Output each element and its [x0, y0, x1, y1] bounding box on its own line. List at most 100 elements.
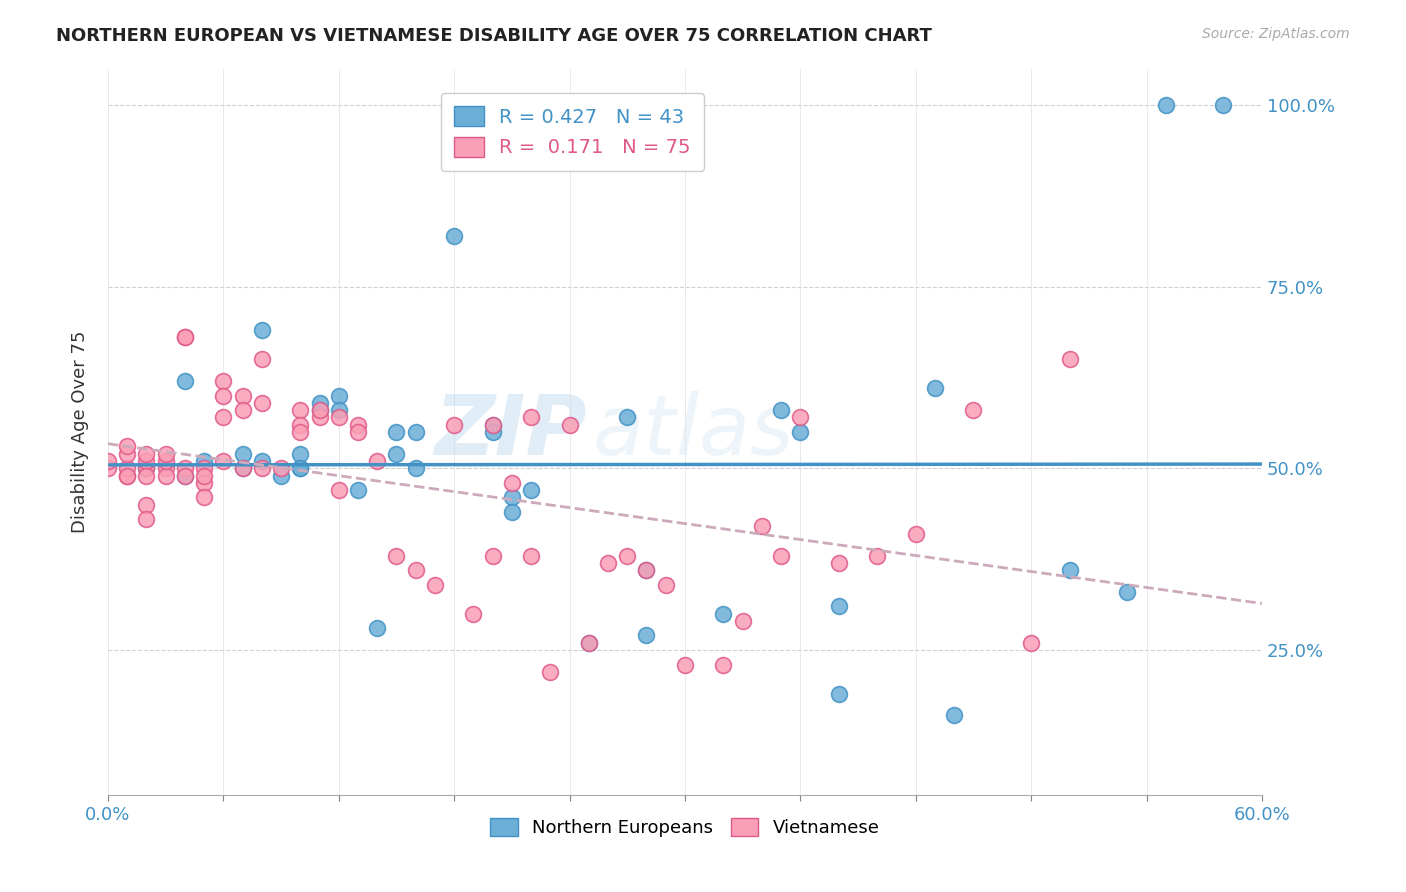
Point: [232, 447, 254, 461]
Text: atlas: atlas: [593, 392, 794, 473]
Point: [174, 461, 197, 475]
Point: [193, 491, 215, 505]
Point: [308, 403, 330, 417]
Point: [174, 468, 197, 483]
Point: [405, 563, 427, 577]
Point: [174, 330, 197, 344]
Point: [250, 352, 273, 367]
Point: [347, 483, 370, 497]
Point: [616, 410, 638, 425]
Point: [290, 461, 312, 475]
Point: [904, 526, 927, 541]
Point: [250, 396, 273, 410]
Point: [501, 475, 523, 490]
Text: NORTHERN EUROPEAN VS VIETNAMESE DISABILITY AGE OVER 75 CORRELATION CHART: NORTHERN EUROPEAN VS VIETNAMESE DISABILI…: [56, 27, 932, 45]
Y-axis label: Disability Age Over 75: Disability Age Over 75: [72, 331, 89, 533]
Point: [828, 599, 851, 614]
Point: [193, 475, 215, 490]
Point: [673, 657, 696, 672]
Point: [866, 549, 889, 563]
Point: [328, 389, 350, 403]
Point: [520, 483, 543, 497]
Point: [115, 468, 138, 483]
Point: [232, 403, 254, 417]
Point: [596, 556, 619, 570]
Point: [443, 228, 465, 243]
Point: [232, 389, 254, 403]
Point: [481, 425, 503, 439]
Point: [347, 425, 370, 439]
Point: [828, 687, 851, 701]
Point: [423, 577, 446, 591]
Point: [578, 636, 600, 650]
Point: [155, 447, 177, 461]
Point: [751, 519, 773, 533]
Point: [636, 563, 658, 577]
Point: [193, 454, 215, 468]
Point: [713, 657, 735, 672]
Point: [193, 468, 215, 483]
Point: [328, 410, 350, 425]
Point: [501, 491, 523, 505]
Point: [155, 461, 177, 475]
Point: [135, 461, 157, 475]
Point: [212, 454, 235, 468]
Point: [731, 614, 754, 628]
Point: [713, 607, 735, 621]
Point: [135, 454, 157, 468]
Point: [924, 381, 946, 395]
Point: [481, 417, 503, 432]
Point: [538, 665, 561, 679]
Point: [1059, 352, 1081, 367]
Point: [135, 468, 157, 483]
Point: [308, 396, 330, 410]
Point: [290, 403, 312, 417]
Point: [1019, 636, 1042, 650]
Point: [789, 410, 811, 425]
Point: [212, 389, 235, 403]
Point: [481, 417, 503, 432]
Point: [135, 447, 157, 461]
Point: [328, 403, 350, 417]
Point: [405, 425, 427, 439]
Point: [962, 403, 984, 417]
Point: [501, 505, 523, 519]
Point: [270, 461, 292, 475]
Point: [405, 461, 427, 475]
Point: [155, 468, 177, 483]
Point: [250, 461, 273, 475]
Legend: Northern Europeans, Vietnamese: Northern Europeans, Vietnamese: [484, 811, 887, 845]
Point: [115, 447, 138, 461]
Point: [520, 549, 543, 563]
Point: [578, 636, 600, 650]
Point: [290, 417, 312, 432]
Point: [366, 454, 388, 468]
Point: [250, 454, 273, 468]
Point: [115, 468, 138, 483]
Point: [97, 454, 120, 468]
Point: [520, 410, 543, 425]
Point: [115, 440, 138, 454]
Point: [135, 498, 157, 512]
Point: [463, 607, 485, 621]
Text: ZIP: ZIP: [434, 392, 586, 473]
Point: [558, 417, 581, 432]
Point: [290, 461, 312, 475]
Point: [1116, 585, 1139, 599]
Point: [770, 403, 793, 417]
Point: [347, 417, 370, 432]
Point: [290, 425, 312, 439]
Point: [385, 425, 408, 439]
Point: [385, 447, 408, 461]
Point: [308, 410, 330, 425]
Point: [232, 461, 254, 475]
Point: [115, 461, 138, 475]
Point: [97, 461, 120, 475]
Point: [174, 330, 197, 344]
Point: [1154, 98, 1177, 112]
Point: [481, 549, 503, 563]
Point: [135, 461, 157, 475]
Point: [636, 628, 658, 642]
Point: [174, 468, 197, 483]
Text: Source: ZipAtlas.com: Source: ZipAtlas.com: [1202, 27, 1350, 41]
